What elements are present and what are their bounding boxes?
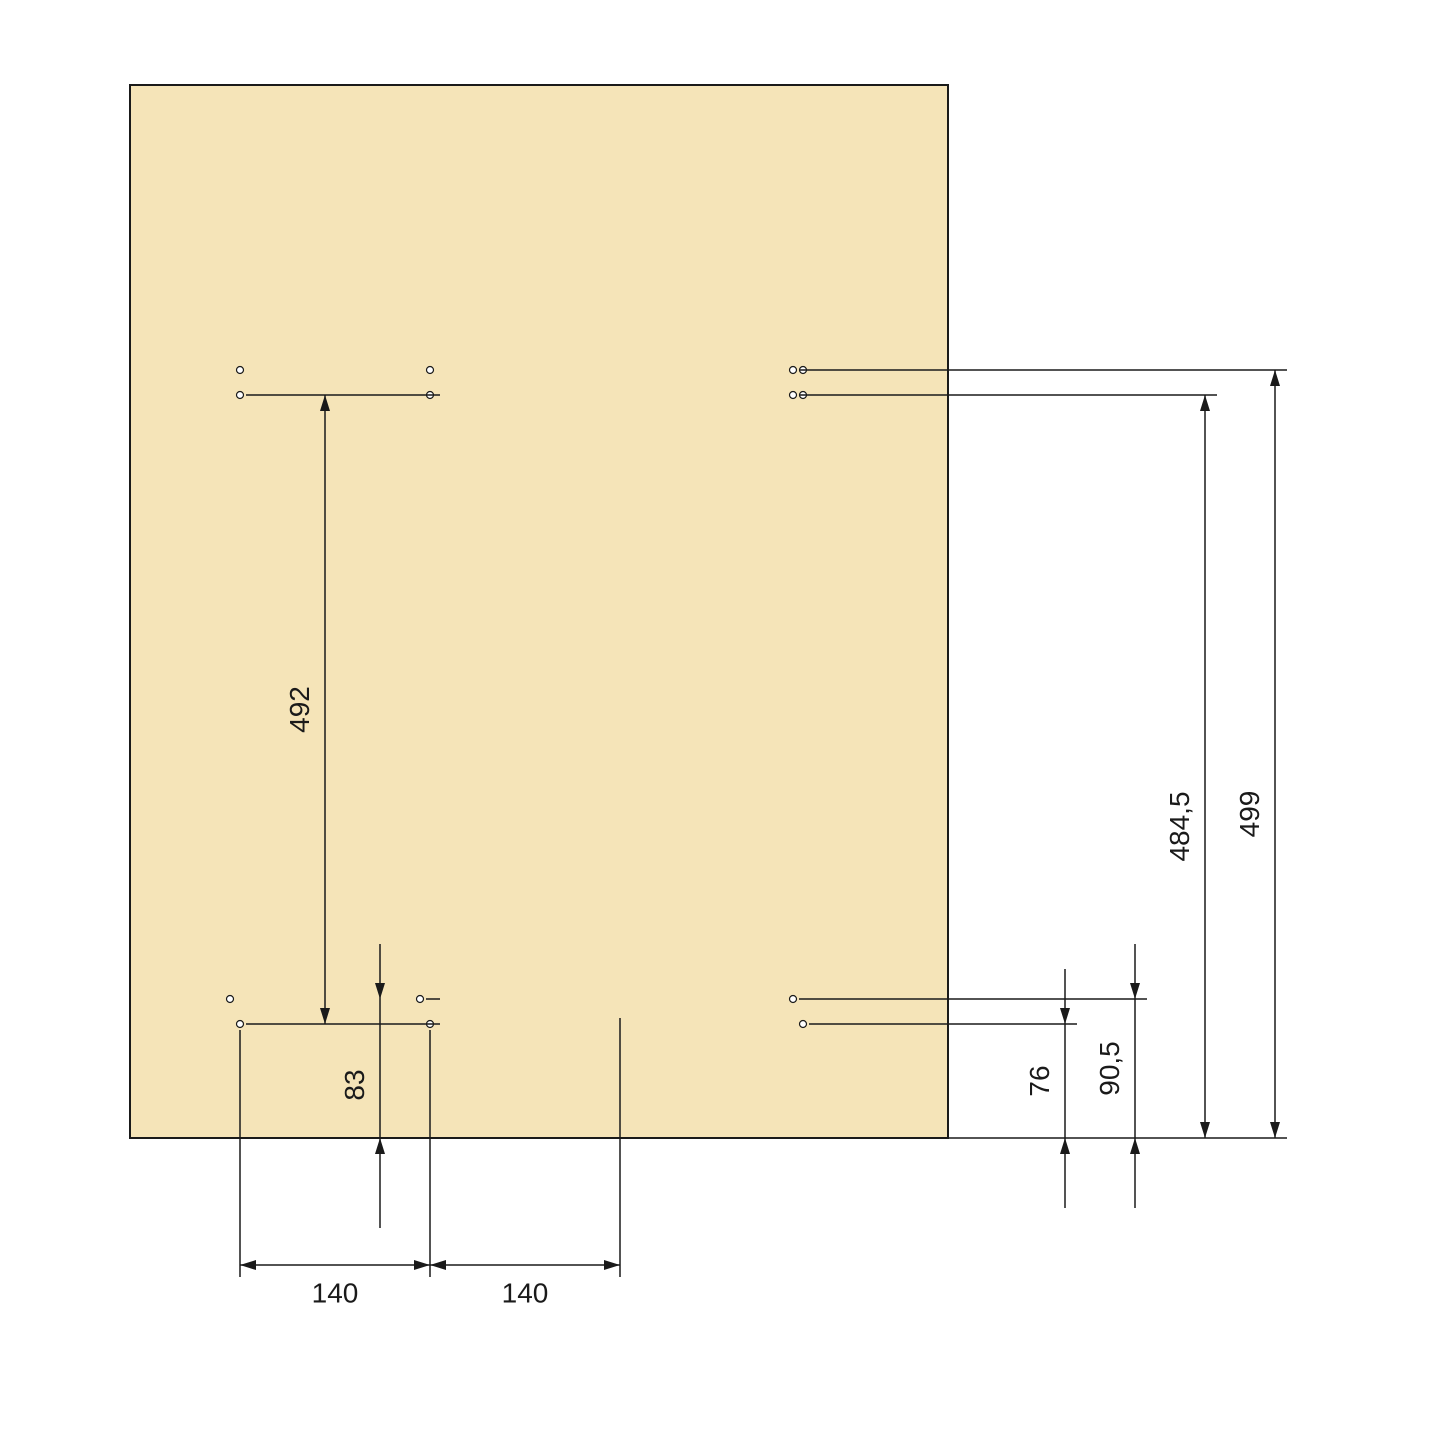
dim-90-5: 90,5	[1094, 1041, 1125, 1096]
dim-83: 83	[339, 1069, 370, 1100]
dim-484-5: 484,5	[1164, 791, 1195, 861]
panel	[130, 85, 948, 1138]
dim-492: 492	[284, 686, 315, 733]
technical-drawing: 492 83 140 140 76 90,5 484,5 499	[0, 0, 1445, 1445]
dim-499: 499	[1234, 791, 1265, 838]
dim-140-right: 140	[502, 1277, 549, 1308]
dim-76: 76	[1024, 1065, 1055, 1096]
dim-140-left: 140	[312, 1277, 359, 1308]
